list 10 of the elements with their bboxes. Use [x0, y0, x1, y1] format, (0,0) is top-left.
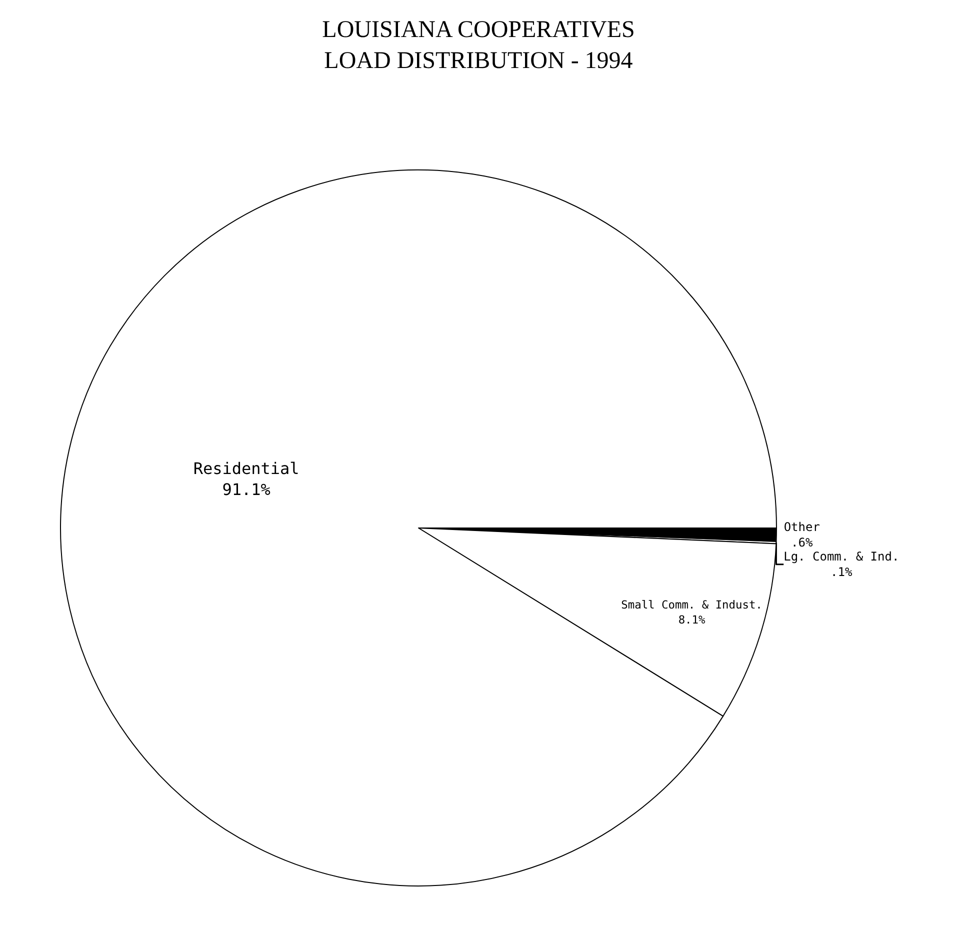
slice-label: Lg. Comm. & Ind.: [784, 550, 900, 564]
slice-label: Residential: [193, 459, 300, 478]
data-label: .1%: [830, 565, 854, 580]
data-label: 91.1%: [222, 480, 271, 499]
data-label: 8.1%: [678, 613, 706, 626]
data-label: .6%: [791, 536, 814, 550]
pie-slice: [60, 170, 777, 886]
slice-label: Small Comm. & Indust.: [621, 598, 762, 612]
slice-label: Other: [784, 520, 820, 534]
chart-title: LOUISIANA COOPERATIVES LOAD DISTRIBUTION - 1994: [322, 17, 635, 74]
